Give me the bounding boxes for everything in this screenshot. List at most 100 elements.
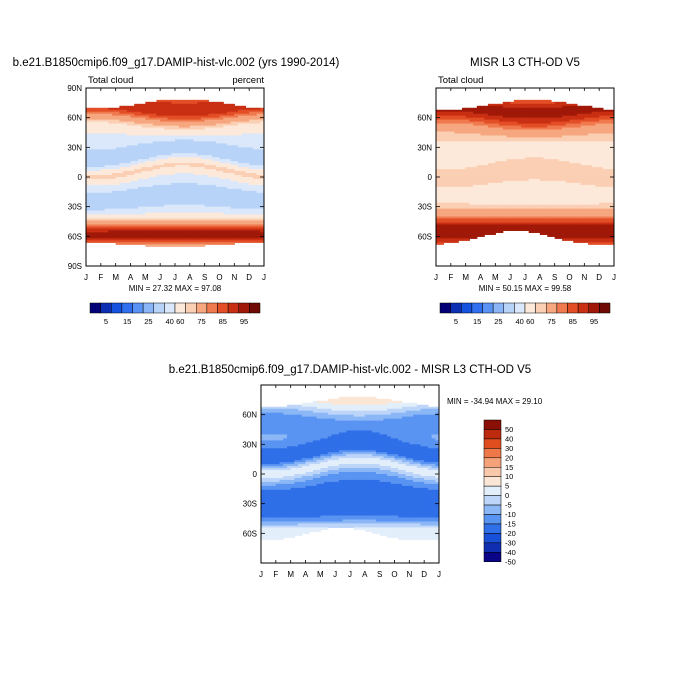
heat-cell: [119, 129, 124, 133]
heat-cell: [86, 228, 91, 231]
heat-cell: [171, 242, 176, 245]
heat-cell: [126, 200, 132, 204]
heat-cell: [241, 175, 247, 178]
heat-cell: [126, 228, 132, 231]
heat-cell: [145, 127, 150, 131]
heat-cell: [223, 121, 228, 125]
heat-cell: [145, 177, 150, 180]
heat-cell: [491, 131, 496, 135]
heat-cell: [602, 151, 608, 154]
heat-cell: [89, 186, 95, 190]
heat-cell: [465, 169, 470, 172]
heat-cell: [234, 121, 239, 125]
heat-cell: [256, 218, 261, 222]
heat-cell: [528, 121, 534, 125]
heat-cell: [238, 143, 243, 146]
heat-cell: [197, 186, 202, 190]
heat-cell: [104, 153, 109, 156]
heat-cell: [539, 125, 545, 129]
heat-cell: [160, 190, 165, 194]
heat-cell: [182, 228, 187, 231]
heat-cell: [558, 111, 563, 115]
heat-cell: [111, 107, 117, 111]
heat-cell: [145, 222, 150, 226]
heat-cell: [539, 109, 545, 113]
heat-cell: [104, 210, 109, 214]
heat-cell: [171, 175, 176, 178]
heat-cell: [108, 220, 113, 224]
heat-cell: [439, 135, 445, 139]
heat-cell: [93, 167, 98, 170]
heat-cell: [502, 123, 508, 127]
heat-cell: [256, 171, 261, 174]
heat-cell: [249, 171, 254, 174]
heat-cell: [480, 147, 485, 150]
heat-cell: [141, 216, 146, 220]
heat-cell: [245, 147, 250, 150]
heat-cell: [491, 121, 496, 125]
heat-cell: [189, 123, 195, 127]
heat-cell: [513, 137, 519, 141]
heat-cell: [525, 109, 530, 113]
heat-cell: [97, 119, 102, 123]
heat-cell: [89, 236, 95, 239]
heat-cell: [215, 177, 221, 180]
heat-cell: [234, 105, 239, 109]
heat-cell: [461, 145, 467, 148]
heat-cell: [245, 177, 250, 180]
heat-cell: [230, 214, 235, 218]
heat-cell: [115, 159, 120, 162]
heat-cell: [167, 226, 172, 230]
heat-cell: [249, 216, 254, 220]
heat-cell: [163, 111, 169, 115]
heat-cell: [245, 135, 250, 139]
heat-cell: [562, 149, 567, 152]
heat-cell: [193, 167, 198, 170]
heat-cell: [163, 115, 169, 119]
heat-cell: [536, 159, 541, 162]
heat-cell: [513, 107, 519, 111]
heat-cell: [241, 194, 247, 198]
heat-cell: [565, 167, 571, 170]
heat-cell: [569, 105, 574, 109]
heat-cell: [256, 167, 261, 170]
heat-cell: [119, 139, 124, 142]
heat-cell: [215, 180, 221, 184]
heat-cell: [111, 220, 117, 224]
heat-cell: [454, 129, 459, 133]
heat-cell: [439, 145, 445, 148]
heat-cell: [137, 208, 143, 212]
heat-cell: [200, 190, 206, 194]
heat-cell: [249, 123, 254, 127]
heat-cell: [602, 127, 608, 131]
heat-cell: [149, 244, 154, 247]
heat-cell: [550, 161, 556, 164]
heat-cell: [554, 105, 559, 109]
heat-cell: [130, 167, 135, 170]
heat-cell: [123, 180, 128, 184]
heat-cell: [610, 115, 614, 119]
heat-cell: [491, 109, 496, 113]
heat-cell: [204, 157, 209, 160]
heat-cell: [86, 196, 91, 200]
heat-cell: [610, 149, 614, 152]
heat-cell: [163, 151, 169, 154]
heat-cell: [108, 153, 113, 156]
heat-cell: [130, 155, 135, 158]
heat-cell: [204, 127, 209, 131]
heat-cell: [256, 133, 261, 137]
heat-cell: [152, 192, 158, 196]
heat-cell: [137, 143, 143, 146]
heat-cell: [186, 173, 191, 176]
heat-cell: [591, 155, 597, 158]
heat-cell: [595, 113, 600, 117]
heat-cell: [576, 161, 582, 164]
heat-cell: [149, 188, 154, 192]
heat-cell: [443, 135, 448, 139]
heat-cell: [149, 119, 154, 123]
heat-cell: [226, 113, 232, 117]
heat-cell: [86, 137, 91, 141]
heat-cell: [145, 214, 150, 218]
heat-cell: [450, 141, 456, 144]
heat-cell: [473, 117, 478, 121]
